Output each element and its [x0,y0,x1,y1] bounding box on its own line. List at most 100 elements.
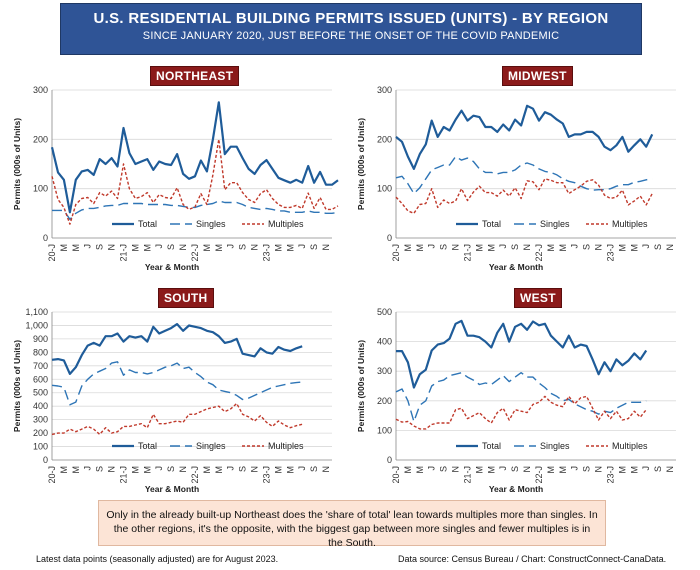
x-tick-label-south: N [107,466,117,473]
footer-left: Latest data points (seasonally adjusted)… [36,554,279,564]
x-tick-label-northeast: S [95,244,105,250]
x-tick-label-west: 20-J [391,466,401,484]
legend-label-total-midwest: Total [482,219,501,229]
x-tick-label-south: M [71,466,81,474]
series-line-singles-midwest [395,155,653,195]
x-tick-label-northeast: M [202,244,212,252]
x-tick-label-west: S [439,466,449,472]
y-tick-label-south: 900 [33,334,48,344]
x-tick-label-south: S [95,466,105,472]
x-tick-label-west: S [510,466,520,472]
x-tick-label-northeast: J [297,244,307,249]
series-line-total-midwest [395,104,654,171]
region-label-northeast: NORTHEAST [150,66,240,86]
x-tick-label-south: M [130,466,140,474]
x-tick-label-northeast: J [226,244,236,249]
x-tick-label-northeast: M [214,244,224,252]
x-tick-label-south: S [309,466,319,472]
y-tick-label-south: 200 [33,428,48,438]
series-line-multiples-midwest [395,178,653,215]
x-tick-label-midwest: S [510,244,520,250]
x-tick-label-midwest: M [474,244,484,252]
y-tick-label-south: 700 [33,361,48,371]
x-axis-title-midwest: Year & Month [489,262,543,272]
x-tick-label-west: S [653,466,663,472]
series-line-singles-northeast [52,200,339,221]
commentary-note: Only in the already built-up Northeast d… [98,500,606,549]
region-label-midwest: MIDWEST [502,66,573,86]
x-tick-label-northeast: S [238,244,248,250]
y-tick-label-northeast: 0 [43,233,48,243]
y-tick-label-south: 300 [33,415,48,425]
x-tick-label-midwest: J [641,244,651,249]
x-tick-label-west: 23-J [605,466,615,484]
x-tick-label-midwest: 23-J [605,244,615,262]
x-tick-label-northeast: M [142,244,152,252]
x-tick-label-south: J [154,466,164,471]
x-tick-label-northeast: M [273,244,283,252]
y-tick-label-south: 500 [33,388,48,398]
x-tick-label-northeast: M [71,244,81,252]
x-tick-label-midwest: M [629,244,639,252]
x-tick-label-south: N [250,466,260,473]
series-line-multiples-northeast [51,138,339,225]
x-tick-label-midwest: M [558,244,568,252]
x-tick-label-south: J [83,466,93,471]
y-tick-label-west: 400 [377,337,392,347]
x-tick-label-west: J [570,466,580,471]
panel-midwest: 0 100 200 300 20-J M M J S N 21-J M M J S N 22-J M M J S N 23-… [352,62,692,272]
x-tick-label-west: M [486,466,496,474]
legend-label-multiples-south: Multiples [268,441,304,451]
x-tick-label-midwest: J [498,244,508,249]
y-tick-label-west: 500 [377,307,392,317]
x-tick-label-northeast: J [83,244,93,249]
x-tick-label-west: 22-J [534,466,544,484]
x-tick-label-midwest: M [486,244,496,252]
y-axis-title-west: Permits (000s of Units) [356,340,366,432]
x-tick-label-west: 21-J [462,466,472,484]
x-tick-label-northeast: N [250,244,260,251]
x-tick-label-midwest: N [451,244,461,251]
y-tick-label-west: 200 [377,396,392,406]
y-tick-label-midwest: 0 [387,233,392,243]
legend-label-singles-south: Singles [196,441,226,451]
legend-label-multiples-west: Multiples [612,441,648,451]
subtitle: SINCE JANUARY 2020, JUST BEFORE THE ONSE… [142,30,560,42]
commentary-text: Only in the already built-up Northeast d… [106,509,598,549]
x-tick-label-south: S [238,466,248,472]
x-tick-label-midwest: J [427,244,437,249]
x-tick-label-northeast: 21-J [118,244,128,262]
y-tick-label-northeast: 100 [33,184,48,194]
x-tick-label-south: M [285,466,295,474]
x-tick-label-northeast: 22-J [190,244,200,262]
region-label-south: SOUTH [158,288,214,308]
x-tick-label-west: J [427,466,437,471]
x-tick-label-northeast: M [285,244,295,252]
chart-south: 0 100 200 300 400 500 600 700 800 900 1,000 1,100 20… [12,307,332,494]
x-axis-title-south: Year & Month [145,484,199,494]
y-tick-label-northeast: 300 [33,85,48,95]
y-tick-label-south: 1,000 [25,320,48,330]
x-tick-label-south: M [273,466,283,474]
x-tick-label-midwest: M [617,244,627,252]
series-line-multiples-south [51,402,303,436]
legend-label-multiples-northeast: Multiples [268,219,304,229]
series-line-singles-south [51,361,303,406]
x-tick-label-northeast: 23-J [261,244,271,262]
y-axis-title-south: Permits (000s of Units) [12,340,22,432]
x-tick-label-south: J [226,466,236,471]
x-tick-label-northeast: S [309,244,319,250]
x-tick-label-west: M [415,466,425,474]
x-tick-label-south: N [178,466,188,473]
x-tick-label-south: M [202,466,212,474]
footer-right: Data source: Census Bureau / Chart: Cons… [398,554,667,564]
x-tick-label-midwest: S [582,244,592,250]
x-tick-label-west: M [558,466,568,474]
x-tick-label-south: 21-J [118,466,128,484]
x-tick-label-south: M [59,466,69,474]
x-tick-label-west: M [546,466,556,474]
x-tick-label-west: M [617,466,627,474]
series-line-total-west [396,319,648,389]
